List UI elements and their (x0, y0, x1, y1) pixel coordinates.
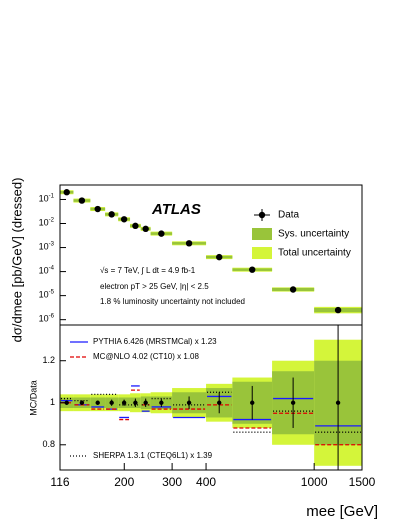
legend-swatch (252, 247, 272, 259)
tick-base: 10 (39, 194, 49, 204)
tick-base: 10 (39, 266, 49, 276)
legend-swatch (252, 228, 272, 240)
tick-exponent: -2 (49, 217, 55, 223)
data-point (142, 225, 149, 233)
data-point (121, 400, 127, 405)
x-tick-label: 1500 (349, 475, 376, 489)
tick-base: 10 (39, 218, 49, 228)
data-point (79, 400, 85, 405)
x-tick-label: 200 (114, 475, 134, 489)
data-point (290, 400, 296, 405)
y-tick-label: 10-5 (39, 289, 55, 300)
annotation: electron pT > 25 GeV, |η| < 2.5 (100, 282, 209, 291)
tick-exponent: -4 (49, 265, 55, 271)
data-point (108, 211, 115, 218)
plot-frame (59, 324, 363, 471)
x-tick-label: 116 (50, 475, 69, 489)
legend-label: PYTHIA 6.426 (MRSTMCal) x 1.23 (93, 337, 217, 346)
data-point (63, 189, 70, 196)
x-tick-label: 1000 (301, 475, 328, 489)
legend-label: MC@NLO 4.02 (CT10) x 1.08 (93, 352, 199, 361)
data-point (95, 400, 100, 405)
legend-label: SHERPA 1.3.1 (CTEQ6L1) x 1.39 (93, 451, 213, 460)
y-axis-title: MC/Data (28, 380, 38, 416)
tick-base: 10 (39, 290, 49, 300)
data-point (159, 400, 164, 405)
data-point (250, 400, 255, 405)
y-tick-label: 10-1 (39, 193, 55, 204)
data-point (216, 253, 223, 261)
y-tick-label: 1.2 (42, 355, 55, 365)
y-tick-label: 0.8 (42, 439, 55, 449)
tick-base: 10 (39, 242, 49, 252)
data-point (186, 400, 192, 405)
data-point (133, 400, 138, 405)
y-tick-label: 1 (50, 397, 55, 407)
y-tick-label: 10-4 (39, 265, 55, 276)
data-point (289, 286, 297, 293)
legend-label: Data (278, 210, 300, 221)
data-point (64, 400, 69, 405)
tick-exponent: -3 (49, 241, 55, 247)
data-point (94, 205, 101, 213)
tick-exponent: -1 (49, 193, 55, 199)
data-point (143, 400, 148, 405)
y-axis-title: dσ/dmee [pb/GeV] (dressed) (9, 178, 24, 343)
data-point (334, 306, 342, 314)
x-tick-label: 400 (196, 475, 216, 489)
atlas-label: ATLAS (151, 201, 201, 218)
tick-exponent: -5 (49, 289, 55, 295)
data-point (249, 266, 256, 273)
data-point (132, 222, 139, 230)
annotation: √s = 7 TeV, ∫ L dt = 4.9 fb-1 (100, 266, 196, 275)
legend-label: Sys. uncertainty (278, 229, 349, 240)
x-tick-label: 300 (162, 475, 182, 489)
y-tick-label: 10-2 (39, 217, 55, 228)
data-point (158, 230, 165, 237)
tick-exponent: -6 (49, 313, 55, 319)
data-point (335, 400, 341, 405)
x-axis-title: mee [GeV] (306, 503, 378, 520)
annotation: 1.8 % luminosity uncertainty not include… (100, 297, 245, 306)
data-point (120, 216, 128, 223)
y-tick-label: 10-3 (39, 241, 55, 252)
data-point (109, 400, 114, 405)
legend-label: Total uncertainty (278, 248, 351, 259)
data-point (217, 400, 222, 405)
y-tick-label: 10-6 (39, 313, 55, 324)
data-point (185, 240, 193, 247)
tick-base: 10 (39, 314, 49, 324)
data-point (78, 197, 86, 204)
